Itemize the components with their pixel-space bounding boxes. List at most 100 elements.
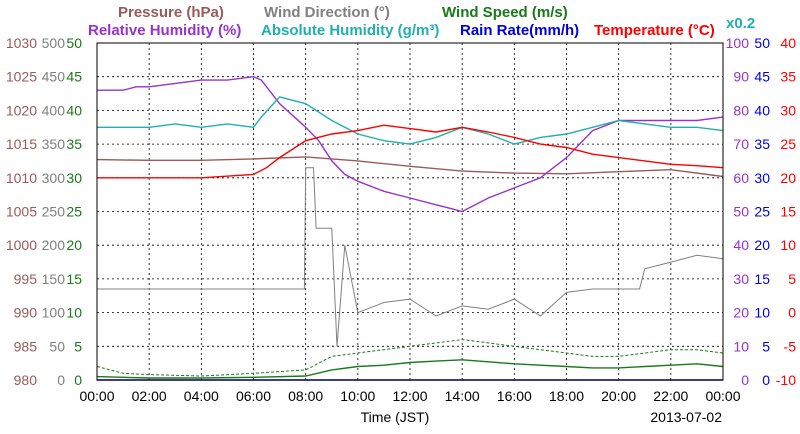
y-tick-label-temperature: 40 [780, 35, 796, 51]
legend-wind-speed: Wind Speed (m/s) [442, 4, 568, 21]
y-tick-label-wind-speed: 25 [66, 204, 82, 220]
y-tick-label-rain-rate: 25 [754, 204, 770, 220]
y-tick-label-humidity: 0 [741, 372, 749, 388]
x-tick-label: 02:00 [132, 388, 167, 404]
y-tick-label-humidity: 90 [733, 69, 749, 85]
x-tick-label: 22:00 [653, 388, 688, 404]
y-tick-label-pressure: 1005 [6, 204, 37, 220]
y-tick-label-rain-rate: 5 [762, 338, 770, 354]
y-tick-label-temperature: 0 [788, 305, 796, 321]
y-tick-label-pressure: 990 [14, 305, 38, 321]
y-tick-label-temperature: 5 [788, 271, 796, 287]
y-tick-label-pressure: 1010 [6, 170, 37, 186]
y-tick-label-wind-direction: 100 [42, 305, 66, 321]
x-tick-label: 08:00 [288, 388, 323, 404]
y-tick-label-rain-rate: 20 [754, 237, 770, 253]
y-tick-label-wind-direction: 250 [42, 204, 66, 220]
y-tick-label-temperature: -5 [784, 338, 797, 354]
x-tick-label: 10:00 [340, 388, 375, 404]
y-tick-label-wind-speed: 40 [66, 102, 82, 118]
x-tick-label: 14:00 [445, 388, 480, 404]
y-tick-label-humidity: 100 [726, 35, 750, 51]
x-axis-label: Time (JST) [361, 409, 430, 425]
legend-rain-rate: Rain Rate(mm/h) [460, 22, 579, 39]
x-axis: 00:00 02:00 04:00 06:00 08:00 10:00 12:00 14:00… [79, 388, 740, 404]
y-tick-label-wind-speed: 35 [66, 136, 82, 152]
y-tick-label-wind-direction: 350 [42, 136, 66, 152]
y-tick-label-wind-speed: 15 [66, 271, 82, 287]
legend-absolute-humidity: Absolute Humidity (g/m³) [261, 22, 439, 39]
y-tick-label-temperature: 20 [780, 170, 796, 186]
y-tick-label-humidity: 80 [733, 102, 749, 118]
y-tick-label-pressure: 995 [14, 271, 38, 287]
legend-relative-humidity: Relative Humidity (%) [88, 22, 241, 39]
y-tick-label-temperature: 35 [780, 69, 796, 85]
x-tick-label: 20:00 [601, 388, 636, 404]
y-tick-label-pressure: 985 [14, 338, 38, 354]
y-tick-label-humidity: 20 [733, 305, 749, 321]
y-tick-label-rain-rate: 0 [762, 372, 770, 388]
y-tick-label-humidity: 30 [733, 271, 749, 287]
y-tick-label-wind-direction: 150 [42, 271, 66, 287]
x-tick-label: 04:00 [184, 388, 219, 404]
y-tick-label-wind-speed: 20 [66, 237, 82, 253]
y-tick-label-temperature: 10 [780, 237, 796, 253]
y-tick-label-wind-speed: 0 [74, 372, 82, 388]
series-line-0 [96, 156, 724, 178]
legend-temperature: Temperature (°C) [594, 22, 715, 39]
legend-scale-note: x0.2 [726, 15, 755, 32]
y-tick-label-humidity: 50 [733, 204, 749, 220]
y-tick-label-temperature: 15 [780, 204, 796, 220]
x-tick-label: 00:00 [79, 388, 114, 404]
y-tick-label-wind-speed: 5 [74, 338, 82, 354]
series-line-2 [96, 359, 724, 379]
y-tick-label-pressure: 980 [14, 372, 38, 388]
grid [97, 43, 723, 380]
x-tick-label: 06:00 [236, 388, 271, 404]
y-tick-label-rain-rate: 15 [754, 271, 770, 287]
series-line-3 [96, 339, 724, 377]
y-tick-label-humidity: 40 [733, 237, 749, 253]
y-tick-label-wind-speed: 45 [66, 69, 82, 85]
x-tick-label: 00:00 [705, 388, 740, 404]
legend-pressure: Pressure (hPa) [118, 4, 224, 21]
y-tick-label-rain-rate: 50 [754, 35, 770, 51]
y-tick-label-wind-direction: 500 [42, 35, 66, 51]
chart-date: 2013-07-02 [650, 409, 722, 425]
y-tick-label-wind-direction: 200 [42, 237, 66, 253]
y-tick-label-rain-rate: 35 [754, 136, 770, 152]
y-tick-label-rain-rate: 10 [754, 305, 770, 321]
y-tick-label-pressure: 1025 [6, 69, 37, 85]
plot-frame [96, 42, 724, 381]
y-tick-label-wind-direction: 400 [42, 102, 66, 118]
y-tick-label-rain-rate: 45 [754, 69, 770, 85]
y-tick-label-pressure: 1000 [6, 237, 37, 253]
series-line-5 [97, 96, 724, 145]
legend-wind-direction: Wind Direction (°) [264, 4, 390, 21]
y-tick-label-wind-direction: 50 [49, 338, 65, 354]
y-tick-label-temperature: -10 [776, 372, 796, 388]
x-tick-label: 16:00 [497, 388, 532, 404]
y-tick-label-humidity: 70 [733, 136, 749, 152]
y-tick-label-pressure: 1015 [6, 136, 37, 152]
y-tick-label-humidity: 60 [733, 170, 749, 186]
y-tick-label-temperature: 30 [780, 102, 796, 118]
series-line-7 [97, 124, 724, 179]
y-tick-label-rain-rate: 40 [754, 102, 770, 118]
y-tick-label-wind-direction: 300 [42, 170, 66, 186]
y-tick-label-wind-direction: 450 [42, 69, 66, 85]
y-tick-label-rain-rate: 30 [754, 170, 770, 186]
series-line-4 [97, 75, 724, 213]
x-tick-label: 12:00 [392, 388, 427, 404]
y-tick-label-wind-speed: 30 [66, 170, 82, 186]
y-tick-label-wind-speed: 10 [66, 305, 82, 321]
y-tick-label-pressure: 1020 [6, 102, 37, 118]
y-tick-label-humidity: 10 [733, 338, 749, 354]
series-line-1 [97, 167, 724, 347]
y-tick-label-temperature: 25 [780, 136, 796, 152]
x-tick-label: 18:00 [549, 388, 584, 404]
y-tick-label-pressure: 1030 [6, 35, 37, 51]
y-tick-label-wind-direction: 0 [57, 372, 65, 388]
